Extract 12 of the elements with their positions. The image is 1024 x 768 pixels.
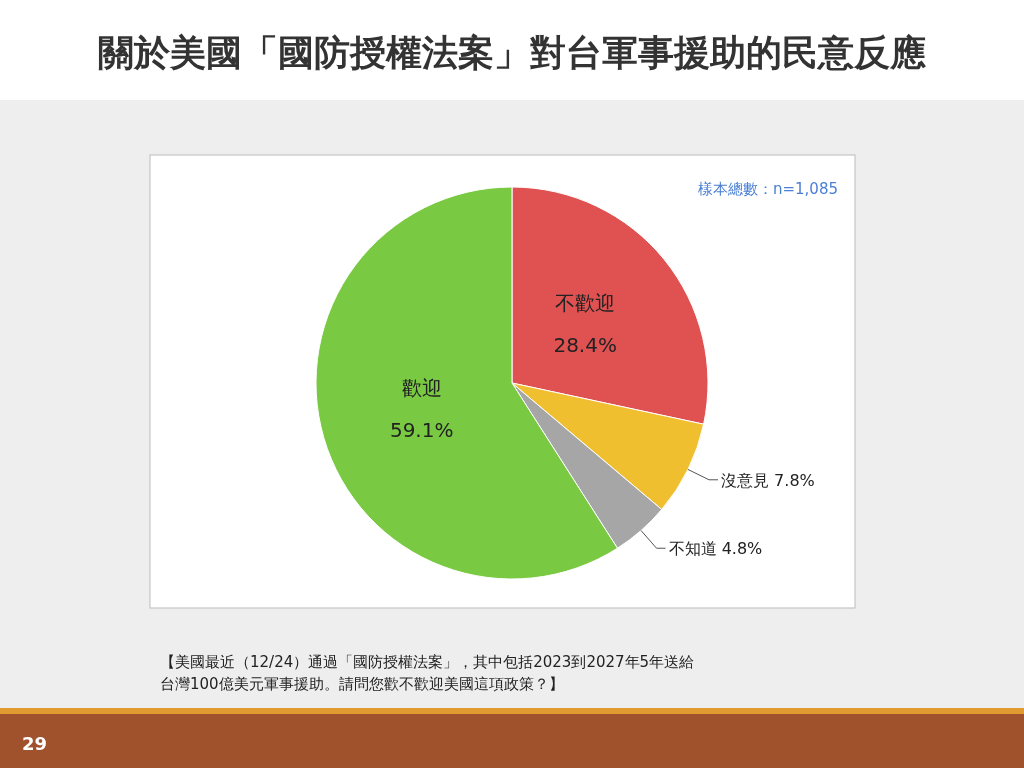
data-label: 59.1% <box>389 418 454 443</box>
text: 樣本總數：n=1,085 <box>697 180 838 198</box>
data-label: 4.8% <box>721 539 763 559</box>
data-label: 7.8% <box>774 470 815 490</box>
text: 29 <box>22 733 48 754</box>
slice-label: 歡迎 <box>401 376 442 401</box>
slice-label: 不歡迎 <box>555 290 616 315</box>
chart-title: 關於美國「國防授權法案」對台軍事援助的民意反應 <box>98 32 926 73</box>
slice-label: 沒意見 <box>721 470 775 490</box>
slice-label: 不知道 <box>668 539 722 559</box>
data-label: 28.4% <box>553 332 617 357</box>
text: 【美國最近（12/24）通過「國防授權法案」，其中包括2023到2027年5年送給台灣100億美元軍事援助。請問您歡不歡迎美國這項政策？】 <box>160 653 695 693</box>
